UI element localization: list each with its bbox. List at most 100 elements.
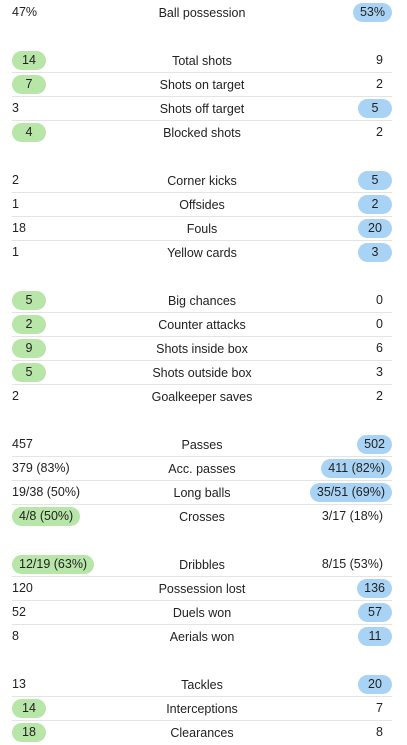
away-value: 5 [358, 99, 392, 118]
home-value: 14 [12, 51, 46, 70]
away-value: 411 (82%) [321, 459, 392, 478]
stat-label: Shots on target [159, 78, 245, 92]
home-value: 8 [12, 629, 19, 643]
home-value: 2 [12, 389, 19, 403]
home-value: 18 [12, 221, 26, 235]
stat-row-passes: Passes 457 502 [12, 433, 392, 457]
stat-label: Total shots [172, 54, 232, 68]
home-value: 9 [12, 339, 46, 358]
stat-label: Shots inside box [156, 342, 248, 356]
home-value: 7 [12, 75, 46, 94]
stat-label: Dribbles [179, 558, 225, 572]
away-value: 6 [376, 341, 383, 355]
away-value: 2 [358, 195, 392, 214]
home-value: 4/8 (50%) [12, 507, 81, 526]
away-value: 2 [376, 77, 383, 91]
home-value: 1 [12, 197, 19, 211]
away-value: 9 [376, 53, 383, 67]
away-value: 8/15 (53%) [321, 557, 383, 571]
away-value: 502 [357, 435, 392, 454]
home-value: 47% [12, 5, 38, 19]
stat-label: Acc. passes [168, 462, 236, 476]
away-value: 136 [357, 579, 392, 598]
away-value: 35/51 (69%) [309, 483, 392, 502]
stat-row-offsides: Offsides 1 2 [12, 193, 392, 217]
stat-row-shots-inside-box: Shots inside box 9 6 [12, 337, 392, 361]
stat-row-clearances: Clearances 18 8 [12, 721, 392, 745]
away-value: 57 [358, 603, 392, 622]
home-value: 1 [12, 245, 19, 259]
away-value: 20 [358, 219, 392, 238]
away-value: 0 [376, 317, 383, 331]
stat-label: Offsides [179, 198, 225, 212]
away-value: 5 [358, 171, 392, 190]
stat-row-shots-off-target: Shots off target 3 5 [12, 97, 392, 121]
home-value: 2 [12, 315, 46, 334]
stat-label: Crosses [179, 510, 225, 524]
away-value: 20 [358, 675, 392, 694]
home-value: 18 [12, 723, 46, 742]
home-value: 52 [12, 605, 26, 619]
home-value: 3 [12, 101, 19, 115]
stat-row-ball-possession: Ball possession 47% 53% [12, 1, 392, 25]
home-value: 19/38 (50%) [12, 485, 81, 499]
stat-label: Clearances [170, 726, 234, 740]
stat-label: Big chances [167, 294, 237, 308]
away-value: 0 [376, 293, 383, 307]
stat-row-big-chances: Big chances 5 0 [12, 289, 392, 313]
away-value: 11 [358, 627, 392, 646]
home-value: 379 (83%) [12, 461, 70, 475]
stat-row-shots-on-target: Shots on target 7 2 [12, 73, 392, 97]
stat-row-crosses: Crosses 4/8 (50%) 3/17 (18%) [12, 505, 392, 529]
away-value: 3 [376, 365, 383, 379]
away-value: 7 [376, 701, 383, 715]
stat-row-corner-kicks: Corner kicks 2 5 [12, 169, 392, 193]
stat-label: Fouls [186, 222, 218, 236]
away-value: 3/17 (18%) [321, 509, 383, 523]
home-value: 120 [12, 581, 33, 595]
stat-label: Yellow cards [167, 246, 237, 260]
stat-label: Possession lost [158, 582, 246, 596]
stat-row-tackles: Tackles 13 20 [12, 673, 392, 697]
stat-row-shots-outside-box: Shots outside box 5 3 [12, 361, 392, 385]
away-value: 3 [358, 243, 392, 262]
away-value: 53% [352, 3, 392, 22]
stat-label: Ball possession [158, 6, 246, 20]
stat-label: Blocked shots [163, 126, 241, 140]
stat-row-total-shots: Total shots 14 9 [12, 49, 392, 73]
stat-label: Shots outside box [152, 366, 252, 380]
stat-label: Duels won [172, 606, 232, 620]
stat-label: Tackles [181, 678, 223, 692]
home-value: 14 [12, 699, 46, 718]
stat-label: Goalkeeper saves [151, 390, 253, 404]
stat-row-goalkeeper-saves: Goalkeeper saves 2 2 [12, 385, 392, 409]
stat-row-possession-lost: Possession lost 120 136 [12, 577, 392, 601]
stat-label: Counter attacks [158, 318, 246, 332]
stat-row-acc-passes: Acc. passes 379 (83%) 411 (82%) [12, 457, 392, 481]
home-value: 4 [12, 123, 46, 142]
stat-label: Shots off target [159, 102, 245, 116]
stat-row-dribbles: Dribbles 12/19 (63%) 8/15 (53%) [12, 553, 392, 577]
stat-row-interceptions: Interceptions 14 7 [12, 697, 392, 721]
stat-row-yellow-cards: Yellow cards 1 3 [12, 241, 392, 265]
stat-row-counter-attacks: Counter attacks 2 0 [12, 313, 392, 337]
home-value: 12/19 (63%) [12, 555, 95, 574]
home-value: 13 [12, 677, 26, 691]
home-value: 5 [12, 363, 46, 382]
stat-label: Passes [181, 438, 223, 452]
home-value: 2 [12, 173, 19, 187]
stat-row-fouls: Fouls 18 20 [12, 217, 392, 241]
home-value: 457 [12, 437, 33, 451]
stat-row-long-balls: Long balls 19/38 (50%) 35/51 (69%) [12, 481, 392, 505]
home-value: 5 [12, 291, 46, 310]
stat-label: Long balls [173, 486, 231, 500]
away-value: 2 [376, 125, 383, 139]
stat-row-aerials-won: Aerials won 8 11 [12, 625, 392, 649]
stat-row-duels-won: Duels won 52 57 [12, 601, 392, 625]
stat-label: Aerials won [169, 630, 235, 644]
stat-label: Interceptions [166, 702, 238, 716]
away-value: 2 [376, 389, 383, 403]
stat-row-blocked-shots: Blocked shots 4 2 [12, 121, 392, 145]
away-value: 8 [376, 725, 383, 739]
